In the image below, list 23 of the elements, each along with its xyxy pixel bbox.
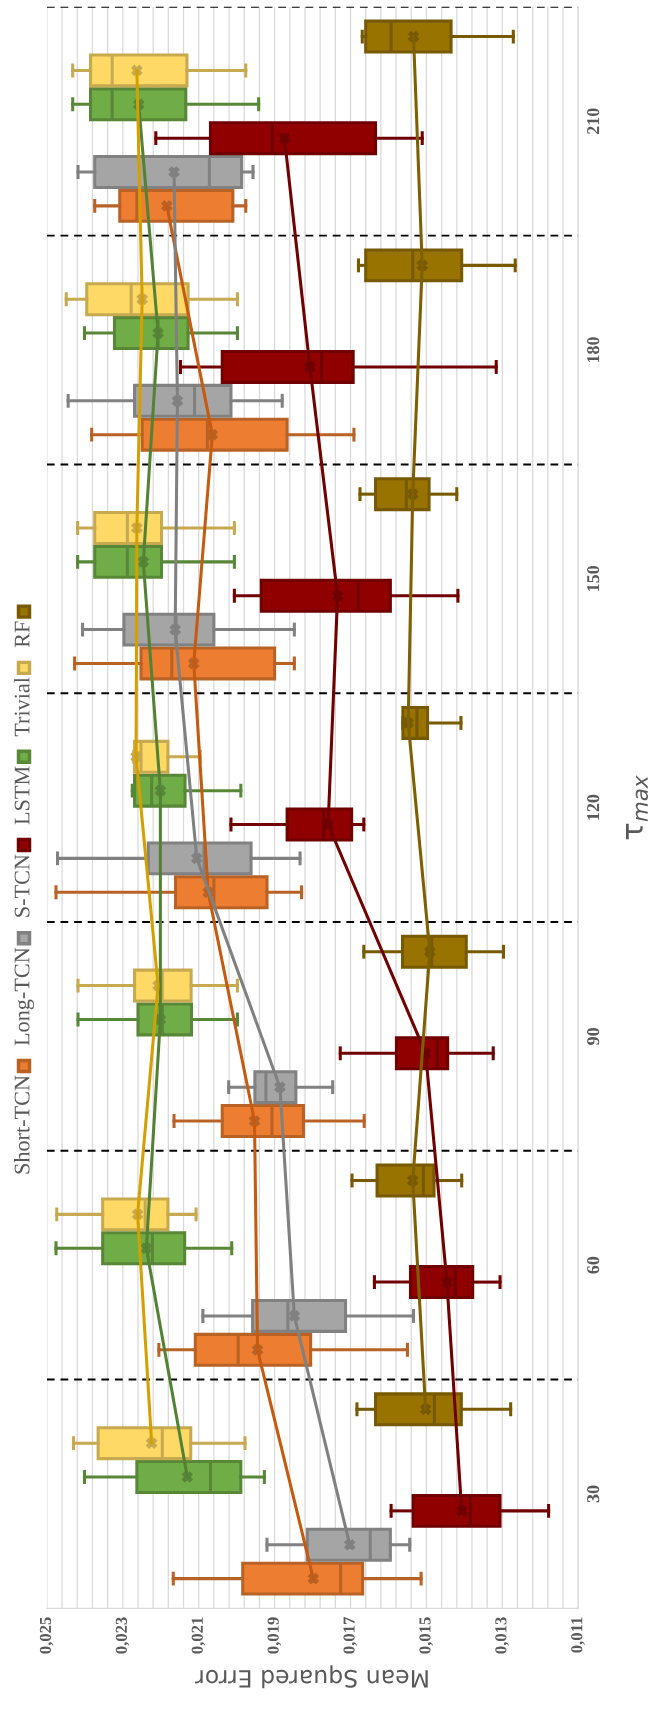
y-axis-title: τ$_{max}$	[626, 775, 649, 840]
legend-label: RF	[14, 621, 30, 648]
x-tick-label: 0,023	[115, 1617, 130, 1654]
y-tick-label: 150	[587, 565, 600, 591]
x-tick-label: 0,011	[571, 1617, 585, 1653]
x-tick-label: 0,017	[343, 1617, 358, 1654]
legend-label: LSTM	[14, 766, 30, 825]
x-axis-title: Mean Squared Error	[195, 1665, 428, 1689]
x-tick-label: 0,019	[267, 1617, 282, 1654]
y-tick-label: 120	[587, 794, 600, 820]
legend-label: Short-TCN	[13, 1075, 30, 1174]
y-tick-label: 210	[587, 108, 600, 135]
legend-label: S-TCN	[14, 854, 30, 917]
x-tick-label: 0,013	[495, 1617, 509, 1654]
x-tick-label: 0,021	[191, 1617, 206, 1654]
x-tick-label: 0,025	[39, 1617, 54, 1654]
legend-label: Long-TCN	[14, 947, 35, 1046]
y-tick-label: 180	[587, 337, 600, 363]
y-tick-label: 60	[587, 1256, 600, 1274]
y-tick-label: 90	[587, 1028, 600, 1045]
x-tick-label: 0,015	[419, 1617, 433, 1654]
y-tick-label: 30	[587, 1485, 600, 1503]
legend-label: Trivial	[13, 677, 30, 737]
